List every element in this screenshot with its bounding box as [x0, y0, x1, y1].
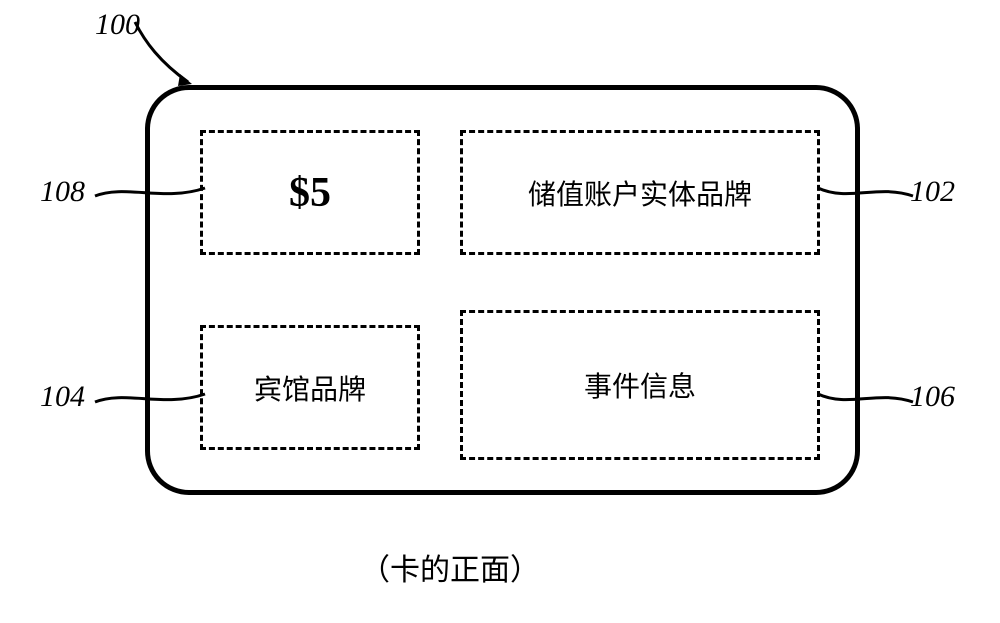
diagram-stage: 100 $5 储值账户实体品牌 宾馆品牌 事件信息 108 104 102 10…	[0, 0, 1000, 623]
arrow-100-shaft	[135, 22, 188, 82]
lead-106	[818, 388, 913, 408]
lead-104	[95, 388, 205, 408]
ref-label-106: 106	[910, 380, 955, 414]
region-amount: $5	[200, 130, 420, 255]
region-brand-entity-text: 储值账户实体品牌	[528, 173, 752, 213]
ref-label-104: 104	[40, 380, 85, 414]
region-amount-text: $5	[289, 169, 331, 217]
arrow-100	[130, 22, 200, 92]
ref-label-102: 102	[910, 175, 955, 209]
lead-108	[95, 182, 205, 202]
region-brand-entity: 储值账户实体品牌	[460, 130, 820, 255]
lead-102	[818, 182, 913, 202]
ref-label-108: 108	[40, 175, 85, 209]
region-hotel-brand: 宾馆品牌	[200, 325, 420, 450]
region-hotel-brand-text: 宾馆品牌	[254, 368, 366, 408]
region-event-info: 事件信息	[460, 310, 820, 460]
caption: （卡的正面）	[360, 545, 540, 589]
region-event-info-text: 事件信息	[584, 365, 696, 405]
